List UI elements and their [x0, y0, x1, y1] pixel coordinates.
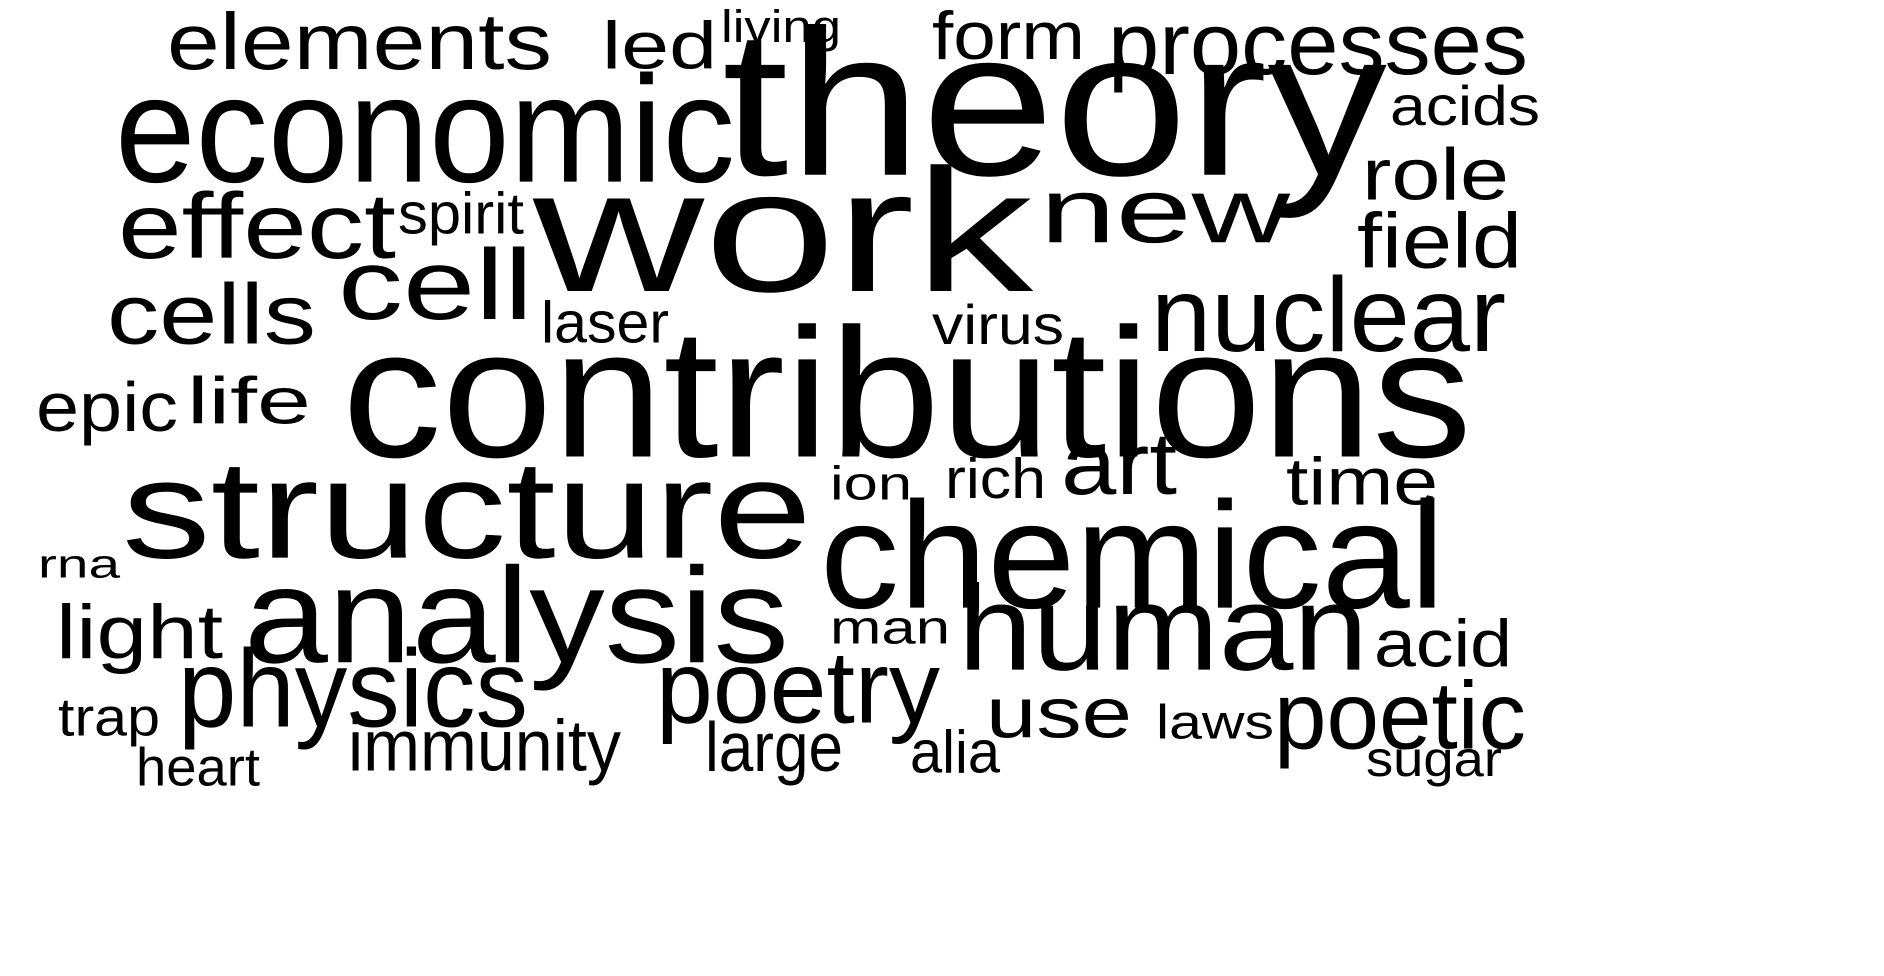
word-life: life — [187, 364, 311, 438]
word-virus: virus — [932, 293, 1065, 357]
word-cell: cell — [338, 229, 534, 341]
word-acids: acids — [1390, 74, 1540, 138]
word-physics: physics — [178, 627, 528, 751]
word-economic: economic — [115, 44, 736, 216]
word-nuclear: nuclear — [1151, 255, 1507, 375]
word-human: human — [958, 560, 1369, 697]
word-chemical: chemical — [820, 470, 1445, 642]
word-art: art — [1061, 414, 1178, 514]
word-acid: acid — [1374, 605, 1512, 682]
word-immunity: immunity — [348, 705, 622, 787]
word-poetry: poetry — [656, 629, 940, 746]
word-heart: heart — [136, 736, 260, 798]
word-trap: trap — [58, 686, 161, 748]
word-use: use — [986, 673, 1132, 754]
word-poetic: poetic — [1274, 662, 1526, 770]
word-processes: processes — [1108, 0, 1528, 94]
word-new: new — [1040, 159, 1290, 263]
word-effect: effect — [118, 174, 397, 279]
word-theory: theory — [722, 0, 1387, 221]
word-spirit: spirit — [398, 181, 525, 247]
word-structure: structure — [122, 431, 812, 589]
word-laws: laws — [1156, 695, 1274, 749]
word-rna: rna — [38, 541, 121, 587]
word-rich: rich — [945, 446, 1047, 511]
word-living: living — [721, 1, 842, 52]
word-analysis: analysis — [244, 539, 789, 693]
word-cells: cells — [107, 266, 317, 363]
word-elements: elements — [167, 0, 552, 87]
word-epic: epic — [36, 367, 178, 447]
word-form: form — [932, 0, 1085, 75]
word-man: man — [830, 601, 951, 654]
word-ion: ion — [830, 457, 912, 510]
word-contributions: contributions — [342, 290, 1472, 498]
word-laser: laser — [541, 290, 669, 356]
word-field: field — [1357, 197, 1522, 285]
word-led: led — [602, 7, 717, 84]
word-sugar: sugar — [1366, 731, 1503, 787]
word-large: large — [705, 707, 844, 787]
word-time: time — [1286, 443, 1439, 520]
word-light: light — [56, 589, 223, 675]
word-role: role — [1362, 133, 1510, 216]
word-alia: alia — [910, 718, 1000, 786]
word-work: work — [533, 133, 1034, 330]
